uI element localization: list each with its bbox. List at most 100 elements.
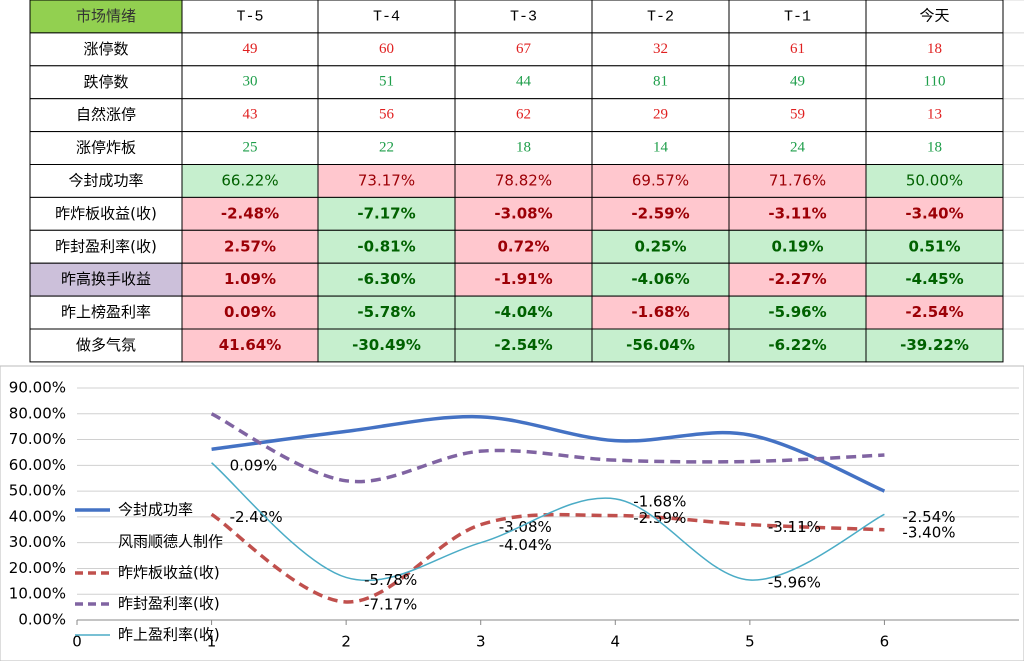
cell-text: -1.91%: [494, 270, 552, 288]
row-label-cell: [29, 229, 183, 264]
row-label: 涨停炸板: [76, 139, 136, 157]
cell: [317, 229, 456, 264]
cell: [591, 32, 730, 67]
cell-text: 60: [379, 41, 394, 57]
cell: [728, 328, 867, 363]
point-label: 0.09%: [230, 456, 278, 474]
cell-text: 0.72%: [497, 237, 549, 255]
cell-text: -3.08%: [494, 204, 552, 222]
row-label-cell: [29, 131, 183, 166]
cell: [181, 295, 319, 330]
header-text: T-3: [510, 8, 537, 25]
series-line: [211, 414, 886, 493]
x-tick-label: 2: [341, 633, 351, 651]
row-label-cell: [29, 262, 183, 297]
cell: [865, 65, 1004, 100]
cell-text: -5.96%: [768, 303, 826, 321]
row-label: 昨上榜盈利率: [61, 303, 151, 321]
cell: [865, 295, 1004, 330]
cell: [454, 196, 593, 231]
x-tick-label: 5: [745, 633, 755, 651]
cell: [181, 262, 319, 297]
cell: [865, 32, 1004, 67]
cell: [865, 229, 1004, 264]
cell: [591, 328, 730, 363]
row-label-cell: [29, 98, 183, 133]
cell: [317, 32, 456, 67]
cell: [591, 196, 730, 231]
cell-text: 71.76%: [769, 171, 826, 189]
header-text: T-4: [373, 8, 400, 25]
header-cell: [865, 0, 1004, 34]
cell-text: -4.45%: [905, 270, 963, 288]
cell-text: 29: [653, 107, 668, 123]
cell: [728, 229, 867, 264]
header-text: 市场情绪: [76, 7, 136, 25]
cell: [181, 98, 319, 133]
header-cell: [728, 0, 867, 34]
x-tick-label: 1: [207, 633, 217, 651]
point-label: -5.78%: [364, 571, 417, 589]
cell-text: 1.09%: [224, 270, 276, 288]
point-label: -3.08%: [499, 518, 552, 536]
header-text: T-5: [236, 8, 263, 25]
cell-text: 59: [790, 107, 805, 123]
cell: [865, 164, 1004, 198]
cell-text: 25: [243, 139, 258, 155]
cell: [317, 328, 456, 363]
cell-text: 0.09%: [224, 303, 276, 321]
cell-text: -2.48%: [221, 204, 279, 222]
header-cell: [591, 0, 730, 34]
legend-label: 今封成功率: [118, 501, 193, 519]
cell-text: -3.40%: [905, 204, 963, 222]
y-tick-label: 70.00%: [9, 430, 66, 448]
cell-text: 30: [243, 74, 258, 90]
cell-text: 22: [379, 139, 394, 155]
cell: [591, 229, 730, 264]
y-tick-label: 20.00%: [9, 559, 66, 577]
cell-text: 66.22%: [221, 171, 278, 189]
cell-text: -56.04%: [626, 336, 695, 354]
row-label: 自然涨停: [76, 106, 136, 124]
cell-text: 56: [379, 107, 395, 123]
cell-text: 61: [790, 41, 805, 57]
cell-text: -5.78%: [357, 303, 415, 321]
point-label: -7.17%: [364, 595, 417, 613]
cell-text: -2.27%: [768, 270, 826, 288]
cell-text: -2.54%: [494, 336, 552, 354]
cell: [454, 262, 593, 297]
x-tick-label: 3: [476, 633, 486, 651]
header-text: T-1: [784, 8, 811, 25]
cell: [181, 196, 319, 231]
legend-label: 昨封盈利率(收): [118, 595, 220, 613]
point-label: -2.54%: [902, 508, 955, 526]
cell: [454, 164, 593, 198]
series-line: [210, 512, 885, 604]
y-tick-label: 10.00%: [9, 585, 66, 603]
cell-text: 13: [927, 107, 942, 123]
header-text: 今天: [919, 7, 949, 25]
cell-text: 69.57%: [632, 171, 689, 189]
cell: [454, 295, 593, 330]
row-label: 昨炸板收益(收): [55, 204, 157, 222]
cell: [728, 98, 867, 133]
y-tick-label: 60.00%: [9, 456, 66, 474]
cell: [454, 65, 593, 100]
cell: [317, 65, 456, 100]
legend-label: 昨炸板收益(收): [118, 564, 220, 582]
cell: [591, 65, 730, 100]
point-label: -1.68%: [633, 492, 686, 510]
cell-text: 24: [790, 139, 806, 155]
cell-text: 41.64%: [219, 336, 281, 354]
x-tick-label: 6: [880, 633, 890, 651]
y-tick-label: 90.00%: [9, 379, 66, 397]
cell-text: 44: [516, 74, 532, 90]
row-label-cell: [29, 164, 183, 198]
cell: [865, 328, 1004, 363]
x-tick-label: 4: [611, 633, 621, 651]
row-label-cell: [29, 196, 183, 231]
cell-text: 0.19%: [771, 237, 823, 255]
cell-text: -3.11%: [768, 204, 826, 222]
point-label: -5.96%: [768, 574, 821, 592]
